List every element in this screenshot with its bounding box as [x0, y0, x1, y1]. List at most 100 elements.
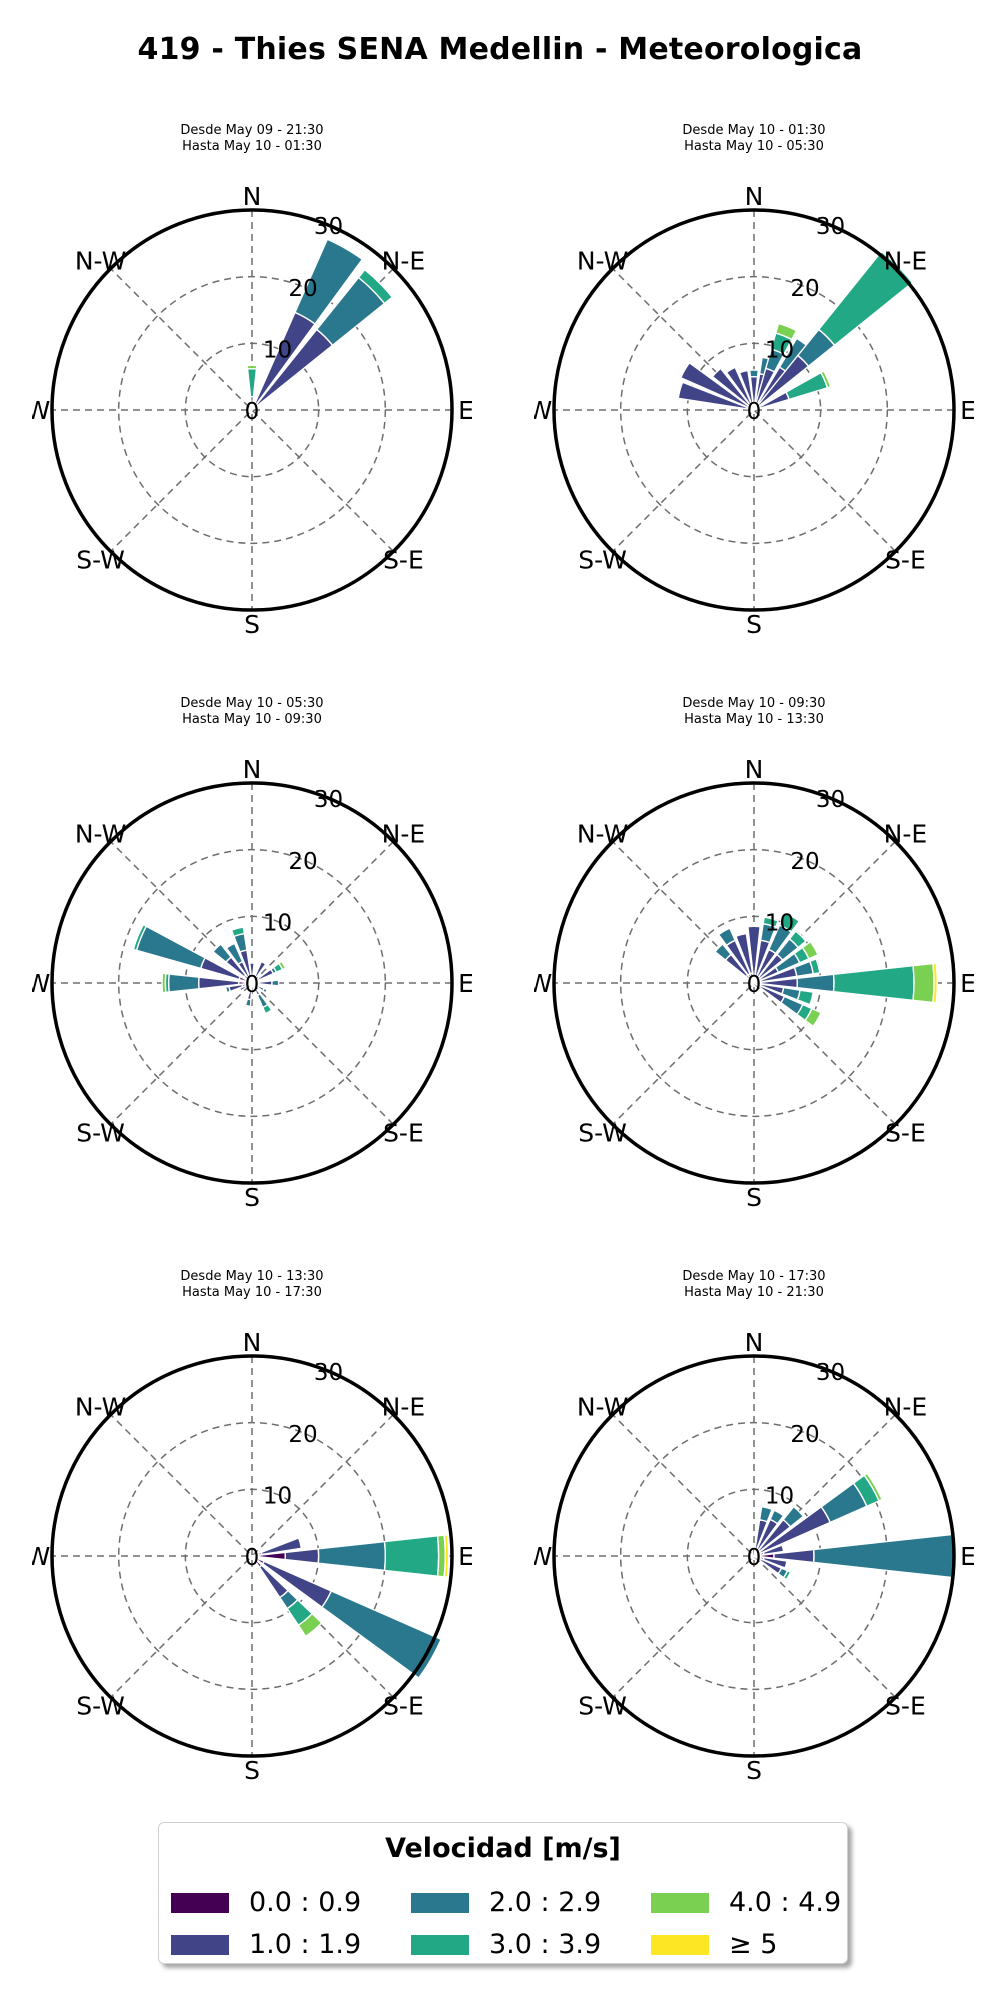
- windrose-panel-6: Desde May 10 - 17:30 Hasta May 10 - 21:3…: [534, 1266, 974, 1806]
- windrose-bar-segment: [252, 960, 267, 982]
- panel-subtitle-from: Desde May 10 - 05:30: [180, 696, 324, 711]
- windrose-bar-segment: [819, 370, 832, 389]
- radial-tick-label: 0: [747, 399, 762, 425]
- windrose-panel-3: Desde May 10 - 05:30 Hasta May 10 - 09:3…: [32, 693, 472, 1233]
- windrose-bar-segment: [801, 940, 819, 960]
- panel-subtitle-from: Desde May 10 - 09:30: [682, 696, 826, 711]
- windrose-bar-segment: [912, 962, 935, 1004]
- direction-label: S-E: [383, 545, 424, 574]
- windrose-panel-1: Desde May 09 - 21:30 Hasta May 10 - 01:3…: [32, 120, 472, 660]
- radial-tick-label: 30: [314, 787, 343, 813]
- direction-label: S-E: [383, 1691, 424, 1720]
- direction-label: N-W: [577, 247, 628, 276]
- legend-label: 4.0 : 4.9: [729, 1887, 842, 1918]
- windrose-plot: 0 10 20 30 N N-E E S-E S S-W W N-W: [32, 182, 472, 639]
- windrose-bar-segment: [167, 973, 200, 993]
- legend-label: 0.0 : 0.9: [249, 1887, 362, 1918]
- windrose-bar-segment: [277, 960, 287, 971]
- windrose-bar-segment: [383, 1535, 440, 1577]
- direction-label: N-W: [75, 247, 126, 276]
- windrose-bar-segment: [261, 987, 269, 994]
- windrose-plot: 0 10 20 30 N N-E E S-E S S-W W N-W: [534, 755, 974, 1212]
- direction-label: N-W: [75, 820, 126, 849]
- windrose-plot: 0 10 20 30 N N-E E S-E S S-W W N-W: [32, 1328, 472, 1785]
- radial-tick-label: 0: [747, 972, 762, 998]
- windrose-bar-segment: [135, 925, 206, 970]
- direction-label: S: [244, 1183, 260, 1212]
- windrose-plot: 0 10 20 30 N N-E E S-E S S-W W N-W: [32, 755, 472, 1212]
- windrose-bar-segment: [294, 238, 364, 325]
- windrose-bar-segment: [161, 972, 167, 994]
- radial-tick-label: 30: [816, 787, 845, 813]
- windrose-bar-segment: [758, 1505, 773, 1523]
- direction-label: W: [534, 396, 552, 425]
- windrose-bar-segment: [246, 364, 258, 370]
- direction-label: N-W: [75, 1393, 126, 1422]
- windrose-bar-segment: [320, 1590, 443, 1680]
- angular-gridline: [612, 841, 896, 1125]
- direction-label: S-E: [885, 545, 926, 574]
- windrose-bar-segment: [812, 1533, 955, 1579]
- figure-title: 419 - Thies SENA Medellin - Meteorologic…: [137, 32, 863, 67]
- direction-label: S: [746, 1183, 762, 1212]
- direction-label: N-E: [382, 247, 426, 276]
- angular-gridline: [110, 1414, 394, 1698]
- windrose-bar-segment: [762, 1544, 785, 1556]
- radial-tick-label: 30: [314, 214, 343, 240]
- windrose-bar-segment: [714, 943, 733, 962]
- direction-label: N: [745, 755, 764, 784]
- speed-legend: Velocidad [m/s] 0.0 : 0.9 1.0 : 1.9 2.0 …: [158, 1822, 848, 1964]
- direction-label: S-W: [76, 545, 125, 574]
- direction-label: N: [745, 1328, 764, 1357]
- legend-swatch: [651, 1893, 709, 1913]
- legend-swatch: [411, 1935, 469, 1955]
- panel-subtitle-to: Hasta May 10 - 13:30: [684, 712, 824, 727]
- radial-tick-label: 20: [288, 849, 317, 875]
- windrose-bar-segment: [778, 911, 801, 933]
- direction-label: S-W: [76, 1118, 125, 1147]
- direction-label: W: [32, 1542, 50, 1571]
- legend-swatch: [171, 1893, 229, 1913]
- direction-label: N-E: [884, 820, 928, 849]
- radial-tick-label: 10: [765, 910, 794, 936]
- panel-subtitle-to: Hasta May 10 - 17:30: [182, 1285, 322, 1300]
- windrose-bar-segment: [747, 925, 761, 978]
- windrose-bar-segment: [774, 322, 798, 341]
- outer-ring: [50, 781, 454, 1185]
- windrose-bar-segment: [677, 381, 752, 411]
- windrose-bar-segment: [817, 250, 914, 347]
- direction-label: N: [243, 1328, 262, 1357]
- direction-label: W: [534, 969, 552, 998]
- direction-label: S-W: [578, 1118, 627, 1147]
- outer-ring: [552, 1354, 956, 1758]
- radial-tick-label: 20: [288, 1422, 317, 1448]
- windrose-bar-segment: [297, 1612, 323, 1638]
- direction-label: S: [244, 610, 260, 639]
- direction-label: N-W: [577, 820, 628, 849]
- direction-label: S-E: [383, 1118, 424, 1147]
- windrose-bar-segment: [317, 1540, 387, 1572]
- radial-tick-label: 10: [263, 337, 292, 363]
- windrose-bar-segment: [832, 964, 915, 1002]
- direction-label: S: [244, 1756, 260, 1785]
- direction-label: N: [243, 755, 262, 784]
- outer-ring: [552, 208, 956, 612]
- angular-gridline: [612, 1414, 896, 1698]
- angular-gridline: [110, 841, 394, 1125]
- radial-tick-label: 0: [245, 972, 260, 998]
- direction-label: S-W: [578, 1691, 627, 1720]
- direction-label: W: [32, 969, 50, 998]
- windrose-plot: 0 10 20 30 N N-E E S-E S S-W W N-W: [534, 1328, 974, 1785]
- radial-tick-label: 10: [263, 910, 292, 936]
- panel-subtitle-to: Hasta May 10 - 21:30: [684, 1285, 824, 1300]
- windrose-bar-segment: [238, 984, 248, 992]
- radial-tick-label: 20: [288, 276, 317, 302]
- legend-label: 2.0 : 2.9: [489, 1887, 602, 1918]
- windrose-bar-segment: [932, 962, 939, 1004]
- windrose-bar-segment: [762, 916, 780, 928]
- windrose-bar-segment: [244, 998, 252, 1008]
- outer-ring: [50, 1354, 454, 1758]
- windrose-bar-segment: [132, 923, 148, 952]
- radial-tick-label: 20: [790, 1422, 819, 1448]
- windrose-bar-segment: [804, 1007, 823, 1028]
